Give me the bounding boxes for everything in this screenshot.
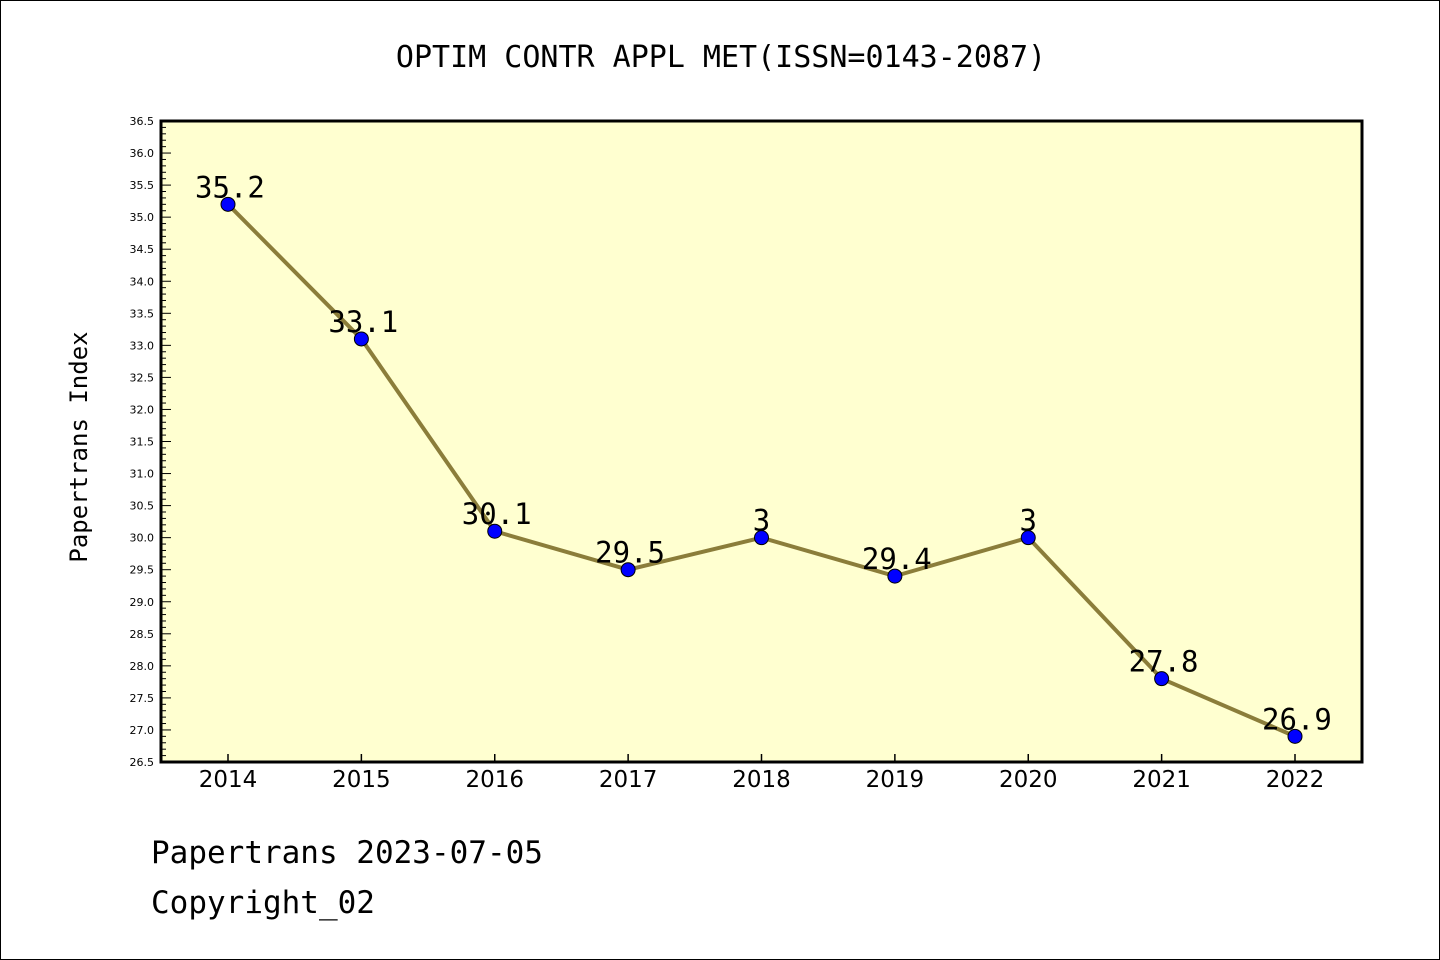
data-point [754, 530, 769, 546]
y-tick-label: 33.5 [130, 307, 155, 320]
y-tick-label: 31.0 [130, 468, 155, 481]
y-tick-label: 27.5 [130, 692, 155, 705]
x-tick-label: 2015 [332, 767, 391, 793]
x-tick-label: 2021 [1132, 767, 1191, 793]
y-tick-label: 35.0 [130, 211, 155, 224]
footer-copyright-text: Copyright_02 [151, 885, 375, 921]
footer-date-text: Papertrans 2023-07-05 [151, 835, 543, 871]
y-tick-label: 36.0 [130, 147, 155, 160]
y-tick-label: 28.0 [130, 660, 155, 673]
data-label: 35.2 [195, 170, 265, 204]
y-tick-label: 26.5 [130, 756, 155, 769]
data-label: 33.1 [328, 305, 398, 339]
y-tick-label: 27.0 [130, 724, 155, 737]
data-point [1154, 671, 1170, 687]
x-tick-label: 2014 [199, 767, 258, 793]
data-label: 29.4 [862, 542, 932, 576]
y-tick-label: 30.0 [130, 532, 155, 545]
x-tick-label: 2018 [732, 767, 791, 793]
data-label: 3 [1020, 504, 1037, 538]
data-point [887, 568, 903, 584]
y-tick-label: 36.5 [130, 115, 155, 128]
data-point [487, 523, 503, 539]
y-tick-label: 29.0 [130, 596, 155, 609]
y-tick-label: 31.5 [130, 436, 155, 449]
x-tick-label: 2019 [866, 767, 925, 793]
data-point [620, 562, 636, 578]
y-tick-label: 32.0 [130, 403, 155, 416]
x-tick-label: 2016 [465, 767, 524, 793]
y-axis-label: Papertrans Index [65, 331, 93, 562]
series-layer: 35.2 33.1 30.1 29.5 3 29.4 3 27.8 26.9 [195, 170, 1332, 744]
y-tick-label: 33.0 [130, 339, 155, 352]
y-tick-label: 32.5 [130, 371, 155, 384]
x-tick-label: 2022 [1266, 767, 1325, 793]
y-tick-label: 30.5 [130, 500, 155, 513]
data-label: 27.8 [1129, 645, 1199, 679]
data-label: 3 [753, 504, 770, 538]
data-label: 30.1 [462, 497, 532, 531]
y-tick-label: 34.0 [130, 275, 155, 288]
plot-area [159, 119, 1364, 764]
y-tick-label: 29.5 [130, 564, 155, 577]
y-axis-ticks: 26.5 27.0 27.5 28.0 28.5 29.0 29.5 30.0 30.5 31.0… [130, 115, 171, 769]
data-point [1287, 728, 1303, 744]
y-tick-label: 34.5 [130, 243, 155, 256]
data-label: 26.9 [1262, 702, 1332, 736]
x-axis-ticks: 2014 2015 2016 2017 2018 2019 2020 2021 2022 [199, 754, 1325, 793]
x-tick-label: 2020 [999, 767, 1058, 793]
data-point [220, 196, 236, 212]
x-tick-label: 2017 [599, 767, 658, 793]
y-tick-label: 35.5 [130, 179, 155, 192]
data-label: 29.5 [595, 536, 665, 570]
data-point [1020, 530, 1036, 546]
data-point [353, 331, 369, 347]
y-tick-label: 28.5 [130, 628, 155, 641]
chart-title: OPTIM CONTR APPL MET(ISSN=0143-2087) [396, 40, 1046, 75]
